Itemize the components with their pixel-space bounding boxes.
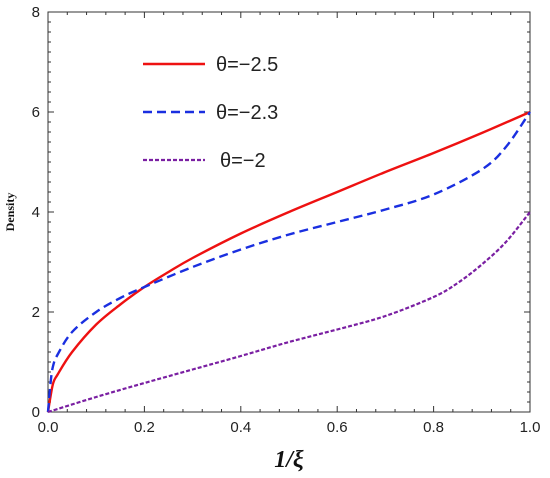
- x-tick-label: 0.8: [423, 419, 444, 436]
- legend-label-1: θ=−2.3: [216, 102, 278, 124]
- x-tick-label: 0.0: [38, 419, 59, 436]
- x-axis-title: 1/ξ: [274, 447, 304, 473]
- legend-label-2: θ=−2: [220, 150, 266, 172]
- legend-label-0: θ=−2.5: [216, 54, 278, 76]
- x-tick-label: 0.4: [230, 419, 251, 436]
- y-tick-label: 6: [32, 104, 40, 121]
- y-tick-label: 0: [32, 404, 40, 421]
- legend: θ=−2.5 θ=−2.3 θ=−2: [143, 54, 278, 172]
- series-lines: [46, 110, 531, 414]
- x-tick-label: 1.0: [520, 419, 541, 436]
- y-tick-label: 2: [32, 304, 40, 321]
- x-tick-label: 0.6: [327, 419, 348, 436]
- y-axis-title: Density: [3, 193, 17, 232]
- y-tick-label: 8: [32, 4, 40, 21]
- series-line-1: [46, 111, 531, 413]
- series-line-0: [46, 110, 531, 413]
- axis-ticks: 0.0 0.2 0.4 0.6 0.8 1.0 0 2 4 6 8: [32, 4, 541, 436]
- x-tick-label: 0.2: [134, 419, 155, 436]
- y-tick-label: 4: [32, 204, 40, 221]
- series-line-2: [47, 211, 531, 414]
